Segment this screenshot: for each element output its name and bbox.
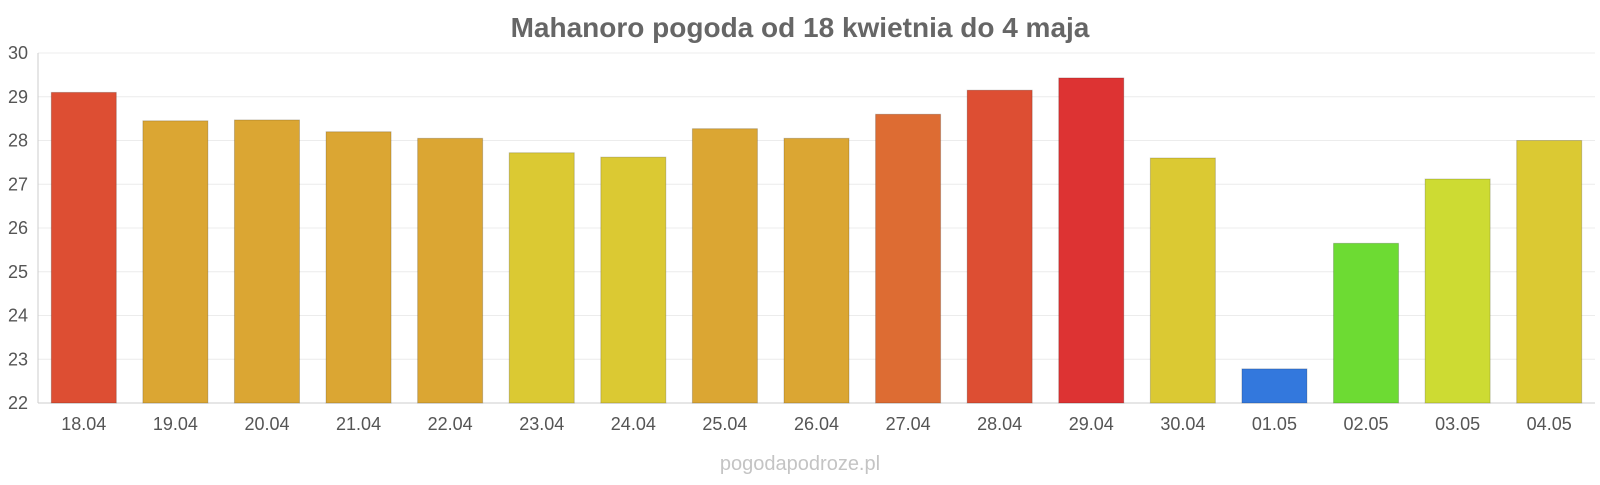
x-tick-label: 01.05 — [1252, 414, 1297, 434]
bar-02.05 — [1333, 242, 1400, 404]
bar-24.04 — [600, 156, 667, 404]
chart-title: Mahanoro pogoda od 18 kwietnia do 4 maja — [511, 12, 1090, 43]
bar-26.04 — [783, 137, 850, 404]
bar-04.05 — [1516, 140, 1583, 404]
y-tick-label: 25 — [8, 262, 28, 282]
y-tick-label: 27 — [8, 174, 28, 194]
y-tick-label: 29 — [8, 87, 28, 107]
y-tick-label: 24 — [8, 306, 28, 326]
watermark: pogodapodroze.pl — [720, 453, 880, 475]
x-tick-label: 20.04 — [244, 414, 289, 434]
y-tick-label: 22 — [8, 393, 28, 413]
bar-22.04 — [417, 137, 484, 404]
x-tick-label: 27.04 — [886, 414, 931, 434]
bar-29.04 — [1058, 77, 1125, 404]
y-tick-label: 30 — [8, 43, 28, 63]
bar-01.05 — [1241, 368, 1308, 404]
bar-25.04 — [691, 128, 758, 404]
x-tick-label: 29.04 — [1069, 414, 1114, 434]
y-tick-label: 26 — [8, 218, 28, 238]
x-tick-label: 28.04 — [977, 414, 1022, 434]
bar-20.04 — [233, 119, 300, 404]
x-tick-label: 22.04 — [428, 414, 473, 434]
bar-18.04 — [50, 91, 117, 404]
bar-19.04 — [142, 120, 209, 404]
x-tick-label: 25.04 — [702, 414, 747, 434]
y-tick-labels: 22 23 24 25 26 27 28 29 30 — [8, 43, 28, 413]
bar-27.04 — [875, 113, 942, 404]
x-tick-label: 26.04 — [794, 414, 839, 434]
x-tick-label: 18.04 — [61, 414, 106, 434]
bar-21.04 — [325, 131, 392, 404]
x-tick-label: 03.05 — [1435, 414, 1480, 434]
x-tick-label: 19.04 — [153, 414, 198, 434]
x-tick-label: 24.04 — [611, 414, 656, 434]
x-tick-label: 04.05 — [1527, 414, 1572, 434]
bar-03.05 — [1424, 178, 1491, 404]
bar-23.04 — [508, 152, 575, 404]
x-tick-label: 02.05 — [1344, 414, 1389, 434]
bar-28.04 — [966, 89, 1033, 404]
x-tick-label: 23.04 — [519, 414, 564, 434]
bars — [50, 77, 1583, 404]
x-tick-label: 30.04 — [1160, 414, 1205, 434]
bar-30.04 — [1149, 157, 1216, 404]
x-tick-label: 21.04 — [336, 414, 381, 434]
y-tick-label: 28 — [8, 131, 28, 151]
y-tick-label: 23 — [8, 349, 28, 369]
x-tick-labels: 18.04 19.04 20.04 21.04 22.04 23.04 24.04 25.04… — [61, 414, 1571, 434]
